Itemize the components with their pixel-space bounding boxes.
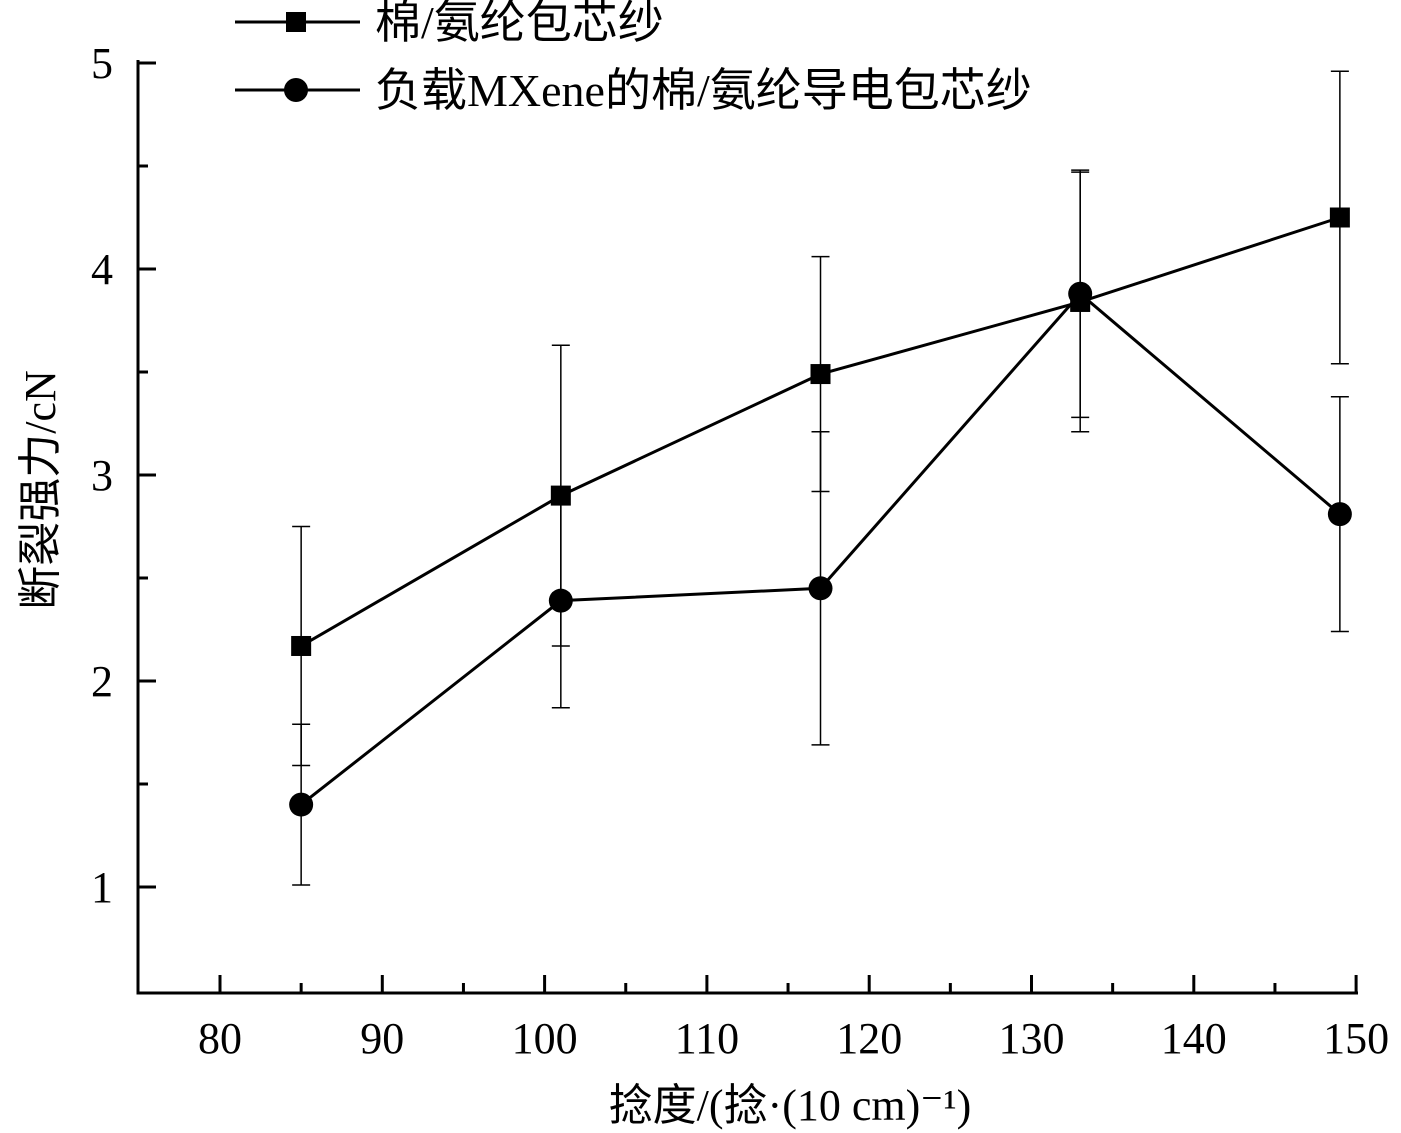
data-point <box>810 364 831 385</box>
legend-marker <box>284 78 308 102</box>
series-1 <box>291 70 1350 767</box>
data-point <box>808 576 833 601</box>
legend-marker <box>286 12 306 32</box>
data-point <box>548 588 573 613</box>
x-tick-label: 100 <box>512 1014 578 1063</box>
x-tick-label: 80 <box>198 1014 242 1063</box>
x-tick-label: 110 <box>675 1014 739 1063</box>
series-2 <box>289 169 1352 886</box>
y-axis-label: 断裂强力/cN <box>16 370 65 610</box>
x-tick-label: 90 <box>360 1014 404 1063</box>
x-tick-label: 120 <box>836 1014 902 1063</box>
axes: 80 90 100 110 120 130 140 150 1 2 3 4 5 <box>91 39 1389 1063</box>
y-tick-label: 3 <box>91 451 113 500</box>
legend-label: 负载MXene的棉/氨纶导电包芯纱 <box>375 65 1032 116</box>
x-tick-label: 130 <box>999 1014 1065 1063</box>
x-tick-label: 140 <box>1161 1014 1227 1063</box>
data-point <box>289 792 314 817</box>
data-point <box>291 635 312 656</box>
y-tick-label: 4 <box>91 245 113 294</box>
legend-label: 棉/氨纶包芯纱 <box>375 0 664 48</box>
y-tick-label: 1 <box>91 863 113 912</box>
x-tick-label: 150 <box>1323 1014 1389 1063</box>
marks <box>289 70 1352 886</box>
y-tick-label: 5 <box>91 39 113 88</box>
axis-lines <box>136 60 1358 995</box>
data-point <box>1068 281 1093 306</box>
data-point <box>1329 207 1350 228</box>
y-tick-label: 2 <box>91 657 113 706</box>
data-point <box>1327 502 1352 527</box>
x-axis-label: 捻度/(捻·(10 cm)⁻¹) <box>609 1081 972 1130</box>
